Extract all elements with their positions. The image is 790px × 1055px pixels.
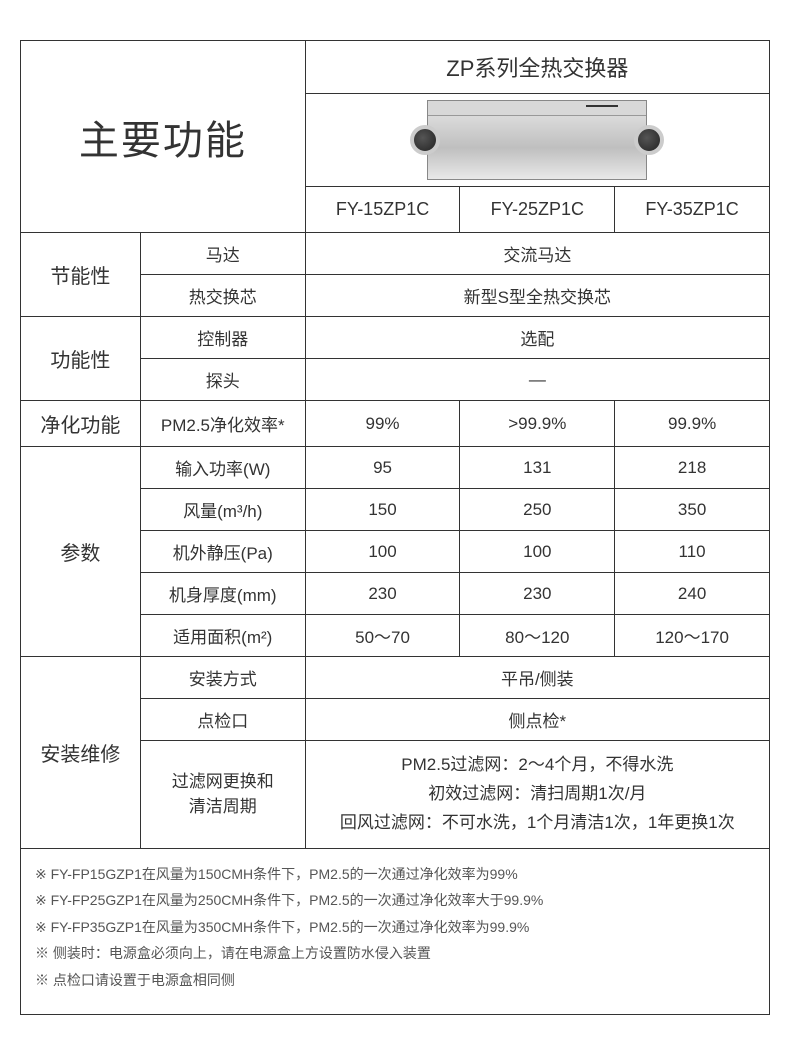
- filter-l1: PM2.5过滤网：2～4个月，不得水洗: [401, 755, 673, 774]
- probe-value: —: [305, 359, 769, 401]
- main-title: 主要功能: [21, 41, 306, 233]
- duct-right-icon: [634, 125, 664, 155]
- thickness-1: 230: [305, 573, 460, 615]
- method-label: 安装方式: [140, 657, 305, 699]
- filter-l2: 初效过滤网：清扫周期1次/月: [428, 784, 646, 803]
- note-4: ※ 侧装时：电源盒必须向上，请在电源盒上方设置防水侵入装置: [35, 940, 755, 967]
- probe-label: 探头: [140, 359, 305, 401]
- power-1: 95: [305, 447, 460, 489]
- airflow-2: 250: [460, 489, 615, 531]
- thickness-label: 机身厚度(mm): [140, 573, 305, 615]
- inspect-label: 点检口: [140, 699, 305, 741]
- pm25-v1: 99%: [305, 401, 460, 447]
- thickness-3: 240: [615, 573, 770, 615]
- filter-value: PM2.5过滤网：2～4个月，不得水洗 初效过滤网：清扫周期1次/月 回风过滤网…: [305, 741, 769, 849]
- area-2: 80～120: [460, 615, 615, 657]
- motor-value: 交流马达: [305, 233, 769, 275]
- area-3: 120～170: [615, 615, 770, 657]
- pressure-1: 100: [305, 531, 460, 573]
- cat-energy: 节能性: [21, 233, 141, 317]
- thickness-2: 230: [460, 573, 615, 615]
- pressure-2: 100: [460, 531, 615, 573]
- notes-cell: ※ FY-FP15GZP1在风量为150CMH条件下，PM2.5的一次通过净化效…: [21, 848, 770, 1014]
- filter-l3: 回风过滤网：不可水洗，1个月清洁1次，1年更换1次: [340, 813, 735, 832]
- cat-purify: 净化功能: [21, 401, 141, 447]
- filter-label-l2: 清洁周期: [189, 797, 257, 816]
- controller-label: 控制器: [140, 317, 305, 359]
- power-label: 输入功率(W): [140, 447, 305, 489]
- duct-left-icon: [410, 125, 440, 155]
- series-title: ZP系列全热交换器: [305, 41, 769, 94]
- airflow-1: 150: [305, 489, 460, 531]
- pm25-v3: 99.9%: [615, 401, 770, 447]
- pressure-3: 110: [615, 531, 770, 573]
- core-label: 热交换芯: [140, 275, 305, 317]
- filter-label: 过滤网更换和 清洁周期: [140, 741, 305, 849]
- filter-label-l1: 过滤网更换和: [172, 772, 274, 791]
- pm25-v2: >99.9%: [460, 401, 615, 447]
- model-1: FY-15ZP1C: [305, 187, 460, 233]
- controller-value: 选配: [305, 317, 769, 359]
- power-2: 131: [460, 447, 615, 489]
- note-2: ※ FY-FP25GZP1在风量为250CMH条件下，PM2.5的一次通过净化效…: [35, 887, 755, 914]
- method-value: 平吊/侧装: [305, 657, 769, 699]
- pressure-label: 机外静压(Pa): [140, 531, 305, 573]
- airflow-3: 350: [615, 489, 770, 531]
- area-1: 50～70: [305, 615, 460, 657]
- airflow-label: 风量(m³/h): [140, 489, 305, 531]
- model-2: FY-25ZP1C: [460, 187, 615, 233]
- note-3: ※ FY-FP35GZP1在风量为350CMH条件下，PM2.5的一次通过净化效…: [35, 914, 755, 941]
- inspect-value: 侧点检*: [305, 699, 769, 741]
- motor-label: 马达: [140, 233, 305, 275]
- note-1: ※ FY-FP15GZP1在风量为150CMH条件下，PM2.5的一次通过净化效…: [35, 861, 755, 888]
- note-5: ※ 点检口请设置于电源盒相同侧: [35, 967, 755, 994]
- cat-params: 参数: [21, 447, 141, 657]
- product-image: [427, 100, 647, 180]
- pm25-label: PM2.5净化效率*: [140, 401, 305, 447]
- area-label: 适用面积(m²): [140, 615, 305, 657]
- power-3: 218: [615, 447, 770, 489]
- model-3: FY-35ZP1C: [615, 187, 770, 233]
- product-image-cell: [305, 94, 769, 187]
- cat-function: 功能性: [21, 317, 141, 401]
- vent-slit-icon: [586, 105, 606, 107]
- spec-table: 主要功能 ZP系列全热交换器 FY-15ZP1C FY-25ZP1C FY-35…: [20, 40, 770, 1015]
- cat-install: 安装维修: [21, 657, 141, 849]
- core-value: 新型S型全热交换芯: [305, 275, 769, 317]
